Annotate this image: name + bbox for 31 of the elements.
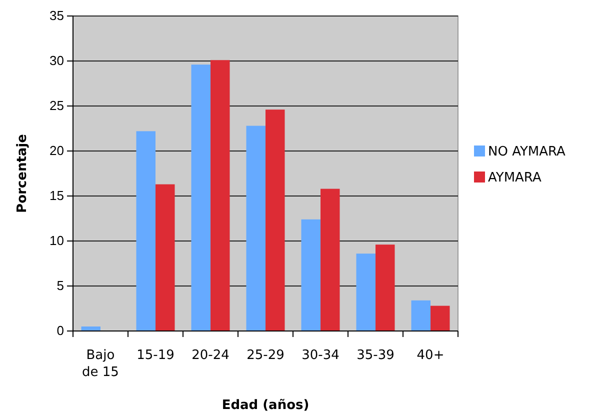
x-tick-label: 30-34 (302, 348, 340, 363)
y-tick-label: 35 (50, 8, 64, 24)
y-tick-label: 0 (56, 323, 64, 338)
bar (136, 131, 156, 331)
y-tick-label: 20 (50, 143, 64, 158)
bar (320, 188, 340, 331)
bar (266, 110, 285, 331)
bar (376, 244, 395, 331)
bar (156, 184, 175, 331)
x-axis-title: Edad (años) (222, 398, 310, 413)
x-tick-label: 25-29 (246, 348, 284, 363)
x-tick-label: Bajo de 15 (82, 348, 119, 380)
y-tick-label: 30 (50, 53, 64, 68)
bar (411, 300, 430, 331)
x-tick-label: 35-39 (356, 348, 394, 363)
bar (246, 126, 266, 331)
bar (356, 254, 376, 331)
y-axis-title: Porcentaje (15, 134, 30, 213)
legend-label: NO AYMARA (488, 144, 566, 160)
y-tick-label: 5 (56, 278, 64, 294)
bar (430, 306, 450, 331)
x-tick-label: 20-24 (192, 348, 230, 363)
bar (210, 60, 230, 331)
y-tick-label: 25 (50, 98, 64, 114)
bar (301, 219, 320, 331)
legend-label: AYMARA (488, 170, 542, 186)
bar (191, 64, 210, 331)
x-tick-label: 40+ (416, 348, 444, 363)
y-tick-label: 15 (50, 188, 64, 204)
y-tick-label: 10 (50, 233, 64, 248)
x-tick-label: 15-19 (136, 348, 174, 363)
